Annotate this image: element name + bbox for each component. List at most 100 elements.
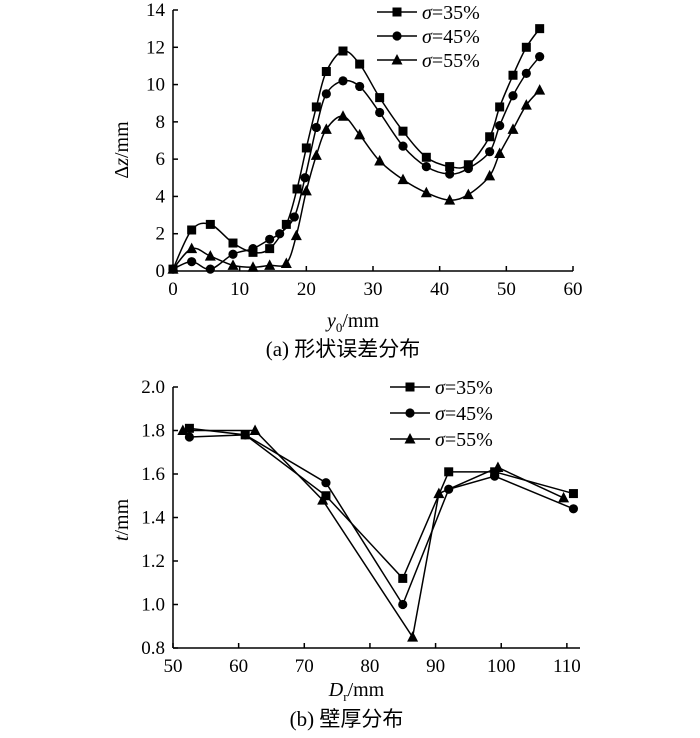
b-data-point xyxy=(240,430,250,440)
a-data-point xyxy=(187,225,197,235)
b-y-axis-label: t/mm xyxy=(111,498,133,541)
b-data-point xyxy=(177,424,189,435)
a-data-point xyxy=(445,169,455,179)
a-data-point xyxy=(275,229,285,239)
b-x-tick-label: 70 xyxy=(295,656,314,677)
a-y-tick-label: 4 xyxy=(156,186,166,207)
b-data-point xyxy=(492,461,504,472)
a-data-point xyxy=(301,143,311,153)
a-data-point xyxy=(355,59,365,69)
a-y-tick-label: 0 xyxy=(156,261,166,282)
a-data-point xyxy=(300,184,312,196)
a-data-point xyxy=(420,186,432,198)
a-series-circle xyxy=(168,52,545,274)
a-data-point xyxy=(205,264,215,274)
a-data-point xyxy=(311,102,321,112)
b-data-point xyxy=(321,478,331,488)
a-data-point xyxy=(375,93,385,103)
a-data-point xyxy=(508,91,518,101)
b-data-point xyxy=(398,573,408,583)
b-series-square xyxy=(184,423,578,583)
b-legend-entry: σ=55% xyxy=(390,429,493,451)
b-x-tick-label: 50 xyxy=(164,656,183,677)
a-data-point xyxy=(204,250,216,261)
a-data-point xyxy=(186,242,198,254)
a-x-tick-label: 10 xyxy=(230,279,249,300)
b-data-point xyxy=(321,491,331,501)
b-series-line xyxy=(189,427,574,580)
a-caption: (a) 形状误差分布 xyxy=(266,337,421,361)
a-legend-marker xyxy=(391,54,403,65)
b-data-point xyxy=(558,491,570,503)
b-data-point xyxy=(433,487,445,499)
a-x-tick-label: 60 xyxy=(564,279,583,300)
b-x-tick-label: 90 xyxy=(426,656,445,677)
a-data-point xyxy=(495,120,505,131)
a-y-axis-label: Δz/mm xyxy=(111,121,133,179)
a-data-point xyxy=(354,128,366,140)
a-data-point xyxy=(374,155,386,166)
a-y-tick-label: 6 xyxy=(156,149,166,170)
b-x-tick-label: 110 xyxy=(553,656,581,677)
a-data-point xyxy=(494,147,506,159)
a-data-point xyxy=(485,147,495,157)
a-y-tick-label: 14 xyxy=(146,0,166,21)
b-data-point xyxy=(568,504,579,514)
b-legend-marker xyxy=(405,408,415,418)
b-y-tick-label: 1.8 xyxy=(141,421,165,442)
b-series-circle xyxy=(184,430,579,610)
a-data-point xyxy=(463,163,473,174)
a-series-triangle xyxy=(167,84,546,274)
a-data-point xyxy=(520,99,532,110)
panel-a-shape-error: 0 10 20 30 40 50 60 0 2 4 6 8 10 12 14 y0/mm Δz/mm (a) 形状… xyxy=(111,0,583,361)
a-data-point xyxy=(167,263,179,274)
a-data-point xyxy=(248,244,258,254)
a-data-point xyxy=(265,234,275,244)
a-data-point xyxy=(444,194,456,205)
a-y-tick-label: 2 xyxy=(156,224,166,245)
b-legend-marker xyxy=(405,382,415,392)
a-data-point xyxy=(290,229,302,241)
a-data-point xyxy=(281,219,291,229)
a-y-tick-label: 12 xyxy=(146,37,165,58)
a-legend-label: σ=45% xyxy=(422,26,480,48)
b-legend-marker xyxy=(404,433,416,444)
a-data-point xyxy=(187,257,197,267)
b-legend-entry: σ=35% xyxy=(390,377,493,399)
a-data-point xyxy=(228,238,238,248)
a-data-point xyxy=(521,68,531,78)
b-caption: (b) 壁厚分布 xyxy=(290,707,404,731)
b-y-tick-label: 1.6 xyxy=(141,464,165,485)
a-x-tick-label: 30 xyxy=(364,279,383,300)
a-data-point xyxy=(280,257,292,269)
b-series-line xyxy=(182,429,564,640)
a-legend-entry: σ=55% xyxy=(377,50,480,72)
a-x-tick-label: 40 xyxy=(430,279,449,300)
b-data-point xyxy=(568,489,578,499)
a-data-point xyxy=(535,24,545,34)
a-x-tick-label: 0 xyxy=(168,279,178,300)
a-data-point xyxy=(320,123,332,134)
a-data-point xyxy=(265,244,275,254)
a-data-point xyxy=(495,102,505,112)
a-data-point xyxy=(321,89,331,99)
a-data-point xyxy=(508,70,518,80)
a-data-point xyxy=(397,173,409,185)
b-data-point xyxy=(407,631,419,642)
a-data-point xyxy=(507,123,519,134)
b-legend-label: σ=55% xyxy=(435,429,493,451)
b-data-point xyxy=(444,467,454,477)
b-x-axis-label: Dr/mm xyxy=(328,679,385,704)
a-data-point xyxy=(227,259,239,270)
a-data-point xyxy=(398,126,408,136)
b-y-tick-label: 1.4 xyxy=(141,508,165,529)
a-data-point xyxy=(321,67,331,77)
b-data-point xyxy=(398,599,408,610)
a-data-point xyxy=(292,184,302,194)
a-y-tick-label: 8 xyxy=(156,112,166,133)
a-data-point xyxy=(228,249,238,259)
a-legend-label: σ=35% xyxy=(422,2,480,24)
a-data-point xyxy=(535,52,545,62)
a-data-point xyxy=(289,212,299,222)
